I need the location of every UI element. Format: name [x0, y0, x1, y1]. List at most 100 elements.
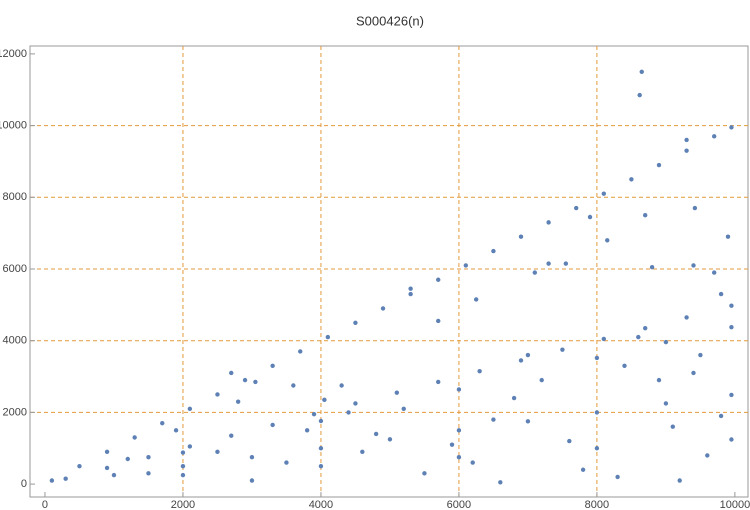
- point: [408, 286, 413, 291]
- y-tick-label: 6000: [3, 263, 27, 275]
- point: [718, 413, 724, 419]
- x-tick-label: 10000: [720, 499, 750, 510]
- point: [146, 471, 151, 476]
- point: [725, 234, 731, 239]
- point: [235, 399, 241, 404]
- point: [401, 406, 406, 412]
- point: [729, 392, 734, 398]
- point: [729, 303, 734, 308]
- point: [318, 418, 324, 424]
- point: [491, 248, 496, 254]
- point: [637, 92, 642, 98]
- y-tick-label: 8000: [3, 191, 27, 203]
- chart-title: S000426(n): [356, 13, 424, 28]
- point: [318, 463, 324, 469]
- point: [229, 433, 234, 438]
- point: [253, 379, 258, 385]
- point: [291, 383, 296, 388]
- point: [622, 363, 627, 368]
- point: [470, 460, 475, 465]
- point: [677, 478, 682, 483]
- point: [125, 456, 130, 462]
- point: [532, 270, 538, 275]
- point: [463, 263, 469, 268]
- point: [360, 449, 365, 455]
- point: [560, 347, 565, 352]
- point: [594, 410, 600, 415]
- point: [698, 352, 703, 358]
- point: [449, 442, 455, 447]
- point: [511, 395, 517, 401]
- point: [643, 325, 648, 331]
- point: [436, 277, 441, 282]
- point: [394, 390, 400, 395]
- point: [711, 270, 717, 275]
- point: [111, 472, 117, 478]
- point: [629, 177, 634, 182]
- point: [539, 377, 544, 383]
- point: [387, 437, 393, 442]
- point: [684, 137, 689, 143]
- point: [684, 148, 689, 153]
- point: [104, 449, 110, 455]
- point: [353, 401, 358, 406]
- point: [718, 291, 724, 297]
- point: [270, 363, 275, 368]
- point: [546, 261, 551, 266]
- point: [380, 306, 386, 311]
- point: [477, 368, 482, 374]
- point: [311, 411, 317, 417]
- point: [187, 444, 193, 449]
- point: [518, 358, 524, 363]
- point: [353, 320, 358, 325]
- point: [229, 370, 234, 376]
- point: [649, 264, 655, 270]
- point: [132, 435, 137, 440]
- point: [298, 349, 303, 354]
- point: [601, 336, 607, 342]
- point: [180, 463, 186, 469]
- point: [498, 480, 503, 485]
- point: [146, 455, 151, 460]
- point: [436, 318, 441, 324]
- point: [639, 69, 644, 75]
- x-tick-label: 8000: [585, 499, 609, 510]
- point: [663, 339, 669, 345]
- point: [663, 401, 669, 406]
- point: [339, 383, 344, 388]
- x-tick-label: 6000: [447, 499, 471, 510]
- point: [456, 387, 462, 392]
- point: [304, 428, 310, 433]
- point: [601, 191, 607, 196]
- y-tick-label: 2000: [3, 406, 27, 418]
- point: [408, 291, 413, 297]
- point: [518, 234, 524, 239]
- point: [691, 263, 696, 268]
- point: [684, 315, 689, 320]
- point: [473, 297, 479, 302]
- point: [605, 238, 610, 243]
- point: [63, 476, 68, 481]
- point: [180, 472, 186, 478]
- point: [692, 205, 698, 211]
- plot-frame: [29, 45, 749, 498]
- point: [49, 478, 55, 483]
- point: [160, 420, 165, 426]
- point: [567, 438, 572, 444]
- point: [180, 450, 186, 455]
- point: [318, 446, 324, 451]
- point: [691, 370, 696, 376]
- point: [574, 205, 579, 211]
- point: [491, 417, 496, 422]
- point: [546, 220, 551, 225]
- point: [436, 379, 441, 385]
- point: [104, 465, 110, 471]
- point: [422, 471, 427, 476]
- point: [615, 474, 620, 480]
- point: [643, 213, 648, 218]
- point: [594, 446, 600, 451]
- point: [594, 355, 600, 361]
- point: [729, 324, 734, 330]
- point: [346, 410, 351, 415]
